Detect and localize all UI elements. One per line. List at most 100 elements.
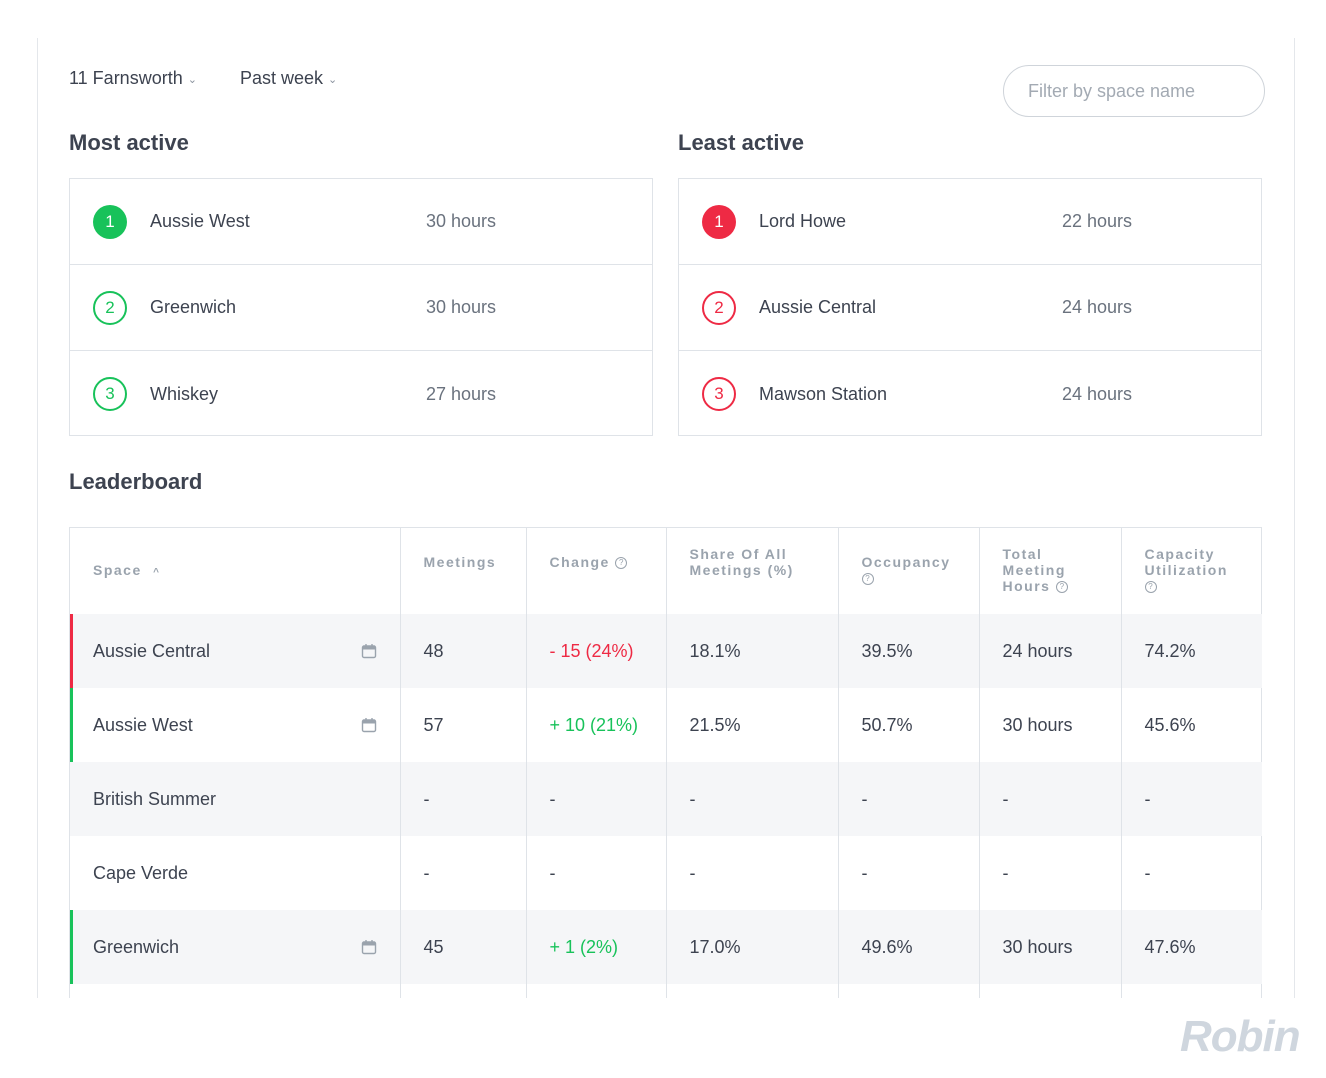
space-name: Aussie Central (759, 297, 877, 317)
share-cell: - (666, 762, 839, 836)
most-active-title: Most active (69, 130, 189, 155)
leaderboard-title: Leaderboard (69, 469, 203, 494)
hours-value: 24 hours (1062, 383, 1133, 404)
list-item[interactable]: 3 Mawson Station 24 hours (679, 351, 1261, 437)
hours-value: 30 hours (426, 211, 497, 231)
header-label: Meetings (%) (689, 562, 794, 578)
list-item[interactable]: 3 Whiskey 27 hours (70, 351, 652, 437)
space-cell: Cape Verde (70, 836, 401, 910)
header-label: Total (1002, 546, 1043, 562)
hours-cell: 30 hours (979, 910, 1122, 984)
most-active-card: 1 Aussie West 30 hours 2 Greenwich 30 ho… (69, 178, 653, 436)
chevron-down-icon: ⌄ (187, 74, 197, 86)
col-header-space[interactable]: Space ^ (70, 528, 401, 614)
header-label: Space (93, 561, 142, 578)
header-label: Occupancy (861, 554, 951, 570)
occupancy-cell: 39.5% (838, 614, 980, 688)
space-name: Greenwich (93, 936, 180, 957)
col-header-capacity[interactable]: Capacity Utilization ? (1121, 528, 1262, 614)
header-label: Hours (1002, 578, 1051, 594)
share-cell: 17.0% (666, 910, 839, 984)
list-item[interactable]: 2 Greenwich 30 hours (70, 265, 652, 351)
rank-badge: 3 (702, 377, 736, 411)
period-label: Past week (240, 68, 324, 88)
space-name: Mawson Station (759, 383, 888, 404)
rank-badge: 2 (93, 290, 127, 325)
calendar-icon[interactable] (361, 643, 377, 659)
col-header-meetings[interactable]: Meetings (400, 528, 527, 614)
space-name: Cape Verde (93, 862, 189, 883)
table-row[interactable]: Cape Verde - - - - - - (70, 836, 1262, 910)
hours-cell: - (979, 762, 1122, 836)
help-icon[interactable]: ? (861, 573, 874, 586)
rank-badge: 2 (702, 290, 736, 325)
occupancy-cell: 49.6% (838, 910, 980, 984)
calendar-icon[interactable] (361, 939, 377, 955)
occupancy-cell: - (838, 762, 980, 836)
meetings-cell: - (400, 836, 527, 910)
space-name: Aussie Central (93, 640, 211, 661)
hours-value: 22 hours (1062, 211, 1133, 231)
space-name: Aussie West (150, 211, 250, 231)
space-cell: British Summer (70, 762, 401, 836)
space-name: British Summer (93, 788, 217, 809)
help-icon[interactable]: ? (615, 557, 628, 570)
change-cell: + 1 (2%) (526, 910, 667, 984)
help-icon[interactable]: ? (1055, 581, 1068, 594)
list-item[interactable]: 1 Aussie West 30 hours (70, 179, 652, 265)
filter-space-input[interactable] (1003, 65, 1265, 117)
col-header-share[interactable]: Share Of All Meetings (%) (666, 528, 839, 614)
header-label: Meetings (423, 554, 497, 570)
share-cell: 18.1% (666, 614, 839, 688)
meetings-cell (400, 984, 527, 998)
table-row[interactable]: Aussie West 57 + 10 (21%) 21.5% 50.7% 30… (70, 688, 1262, 762)
share-cell (666, 984, 839, 998)
table-row[interactable] (70, 984, 1262, 998)
change-cell (526, 984, 667, 998)
share-cell: - (666, 836, 839, 910)
chevron-down-icon: ⌄ (328, 74, 338, 86)
meetings-cell: 57 (400, 688, 527, 762)
dashboard-panel: 11 Farnsworth ⌄ Past week ⌄ Most active … (37, 38, 1295, 998)
rank-badge: 3 (93, 377, 127, 411)
header-label: Meeting (1002, 562, 1066, 578)
space-name: Whiskey (150, 383, 219, 404)
hours-value: 27 hours (426, 383, 497, 404)
change-cell: + 10 (21%) (526, 688, 667, 762)
hours-cell: - (979, 836, 1122, 910)
table-header-row: Space ^ Meetings Change ? Share Of All M… (70, 528, 1262, 614)
col-header-occupancy[interactable]: Occupancy ? (838, 528, 980, 614)
hours-value: 30 hours (426, 297, 497, 317)
period-dropdown[interactable]: Past week ⌄ (240, 68, 337, 89)
capacity-cell: 47.6% (1121, 910, 1262, 984)
hours-cell: 24 hours (979, 614, 1122, 688)
col-header-total-hours[interactable]: Total Meeting Hours ? (979, 528, 1122, 614)
table-row[interactable]: Aussie Central 48 - 15 (24%) 18.1% 39.5%… (70, 614, 1262, 688)
table-row[interactable]: British Summer - - - - - - (70, 762, 1262, 836)
hours-value: 24 hours (1062, 297, 1133, 317)
header-label: Change (549, 554, 610, 570)
capacity-cell: 45.6% (1144, 714, 1196, 735)
hours-cell: 30 hours (979, 688, 1122, 762)
space-cell: Greenwich (70, 910, 401, 984)
location-dropdown[interactable]: 11 Farnsworth ⌄ (69, 68, 197, 89)
change-cell: - (526, 762, 667, 836)
calendar-icon[interactable] (361, 717, 377, 733)
capacity-cell: - (1121, 762, 1262, 836)
help-icon[interactable]: ? (1144, 581, 1157, 594)
meetings-cell: 48 (400, 614, 527, 688)
space-cell (70, 984, 401, 998)
occupancy-cell: - (838, 836, 980, 910)
space-name: Greenwich (150, 297, 237, 317)
change-cell: - (526, 836, 667, 910)
space-cell: Aussie Central (70, 614, 401, 688)
table-row[interactable]: Greenwich 45 + 1 (2%) 17.0% 49.6% 30 hou… (70, 910, 1262, 984)
rank-badge: 1 (93, 204, 127, 239)
list-item[interactable]: 1 Lord Howe 22 hours (679, 179, 1261, 265)
list-item[interactable]: 2 Aussie Central 24 hours (679, 265, 1261, 351)
col-header-change[interactable]: Change ? (526, 528, 667, 614)
location-label: 11 Farnsworth (69, 68, 183, 88)
capacity-cell: - (1144, 862, 1151, 883)
leaderboard-table: Space ^ Meetings Change ? Share Of All M… (69, 527, 1262, 998)
header-label: Utilization (1144, 562, 1228, 578)
